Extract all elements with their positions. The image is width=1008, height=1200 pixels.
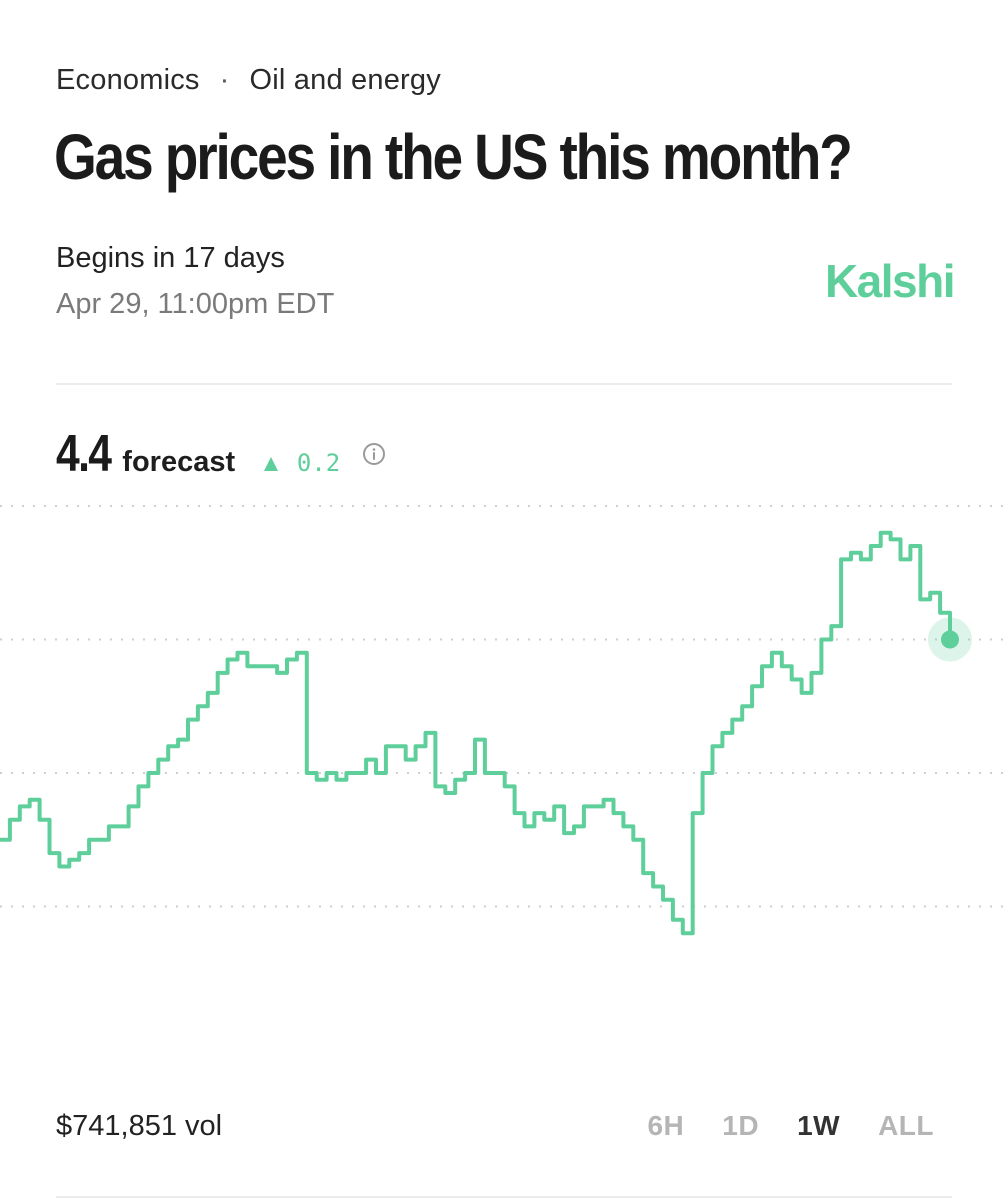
time-range-selector: 6H 1D 1W ALL xyxy=(609,1110,934,1142)
forecast-series-line xyxy=(0,530,952,936)
page-title: Gas prices in the US this month? xyxy=(54,121,853,193)
current-point-marker xyxy=(941,630,959,649)
forecast-value: 4.4 xyxy=(56,425,112,483)
volume-label: $741,851 vol xyxy=(56,1110,223,1142)
breadcrumb-separator: · xyxy=(219,64,230,96)
kalshi-logo[interactable]: Kalshi xyxy=(824,255,956,307)
begins-countdown: Begins in 17 days xyxy=(56,242,285,274)
forecast-summary: 4.4 forecast ▲ 0.2 xyxy=(56,424,386,484)
breadcrumb: Economics · Oil and energy xyxy=(56,64,441,97)
breadcrumb-subcategory[interactable]: Oil and energy xyxy=(249,64,441,96)
forecast-label: forecast xyxy=(122,446,236,478)
range-6h-button[interactable]: 6H xyxy=(647,1110,685,1141)
range-1w-button[interactable]: 1W xyxy=(797,1110,841,1141)
range-1d-button[interactable]: 1D xyxy=(722,1110,760,1141)
chart-grid xyxy=(0,505,1008,908)
info-circle-icon[interactable] xyxy=(362,442,386,466)
section-divider xyxy=(56,383,952,385)
bottom-divider xyxy=(56,1196,952,1198)
forecast-chart[interactable] xyxy=(0,490,1008,1060)
range-all-button[interactable]: ALL xyxy=(878,1110,934,1141)
event-date: Apr 29, 11:00pm EDT xyxy=(56,288,335,320)
forecast-change: 0.2 xyxy=(296,449,341,477)
up-arrow-icon: ▲ xyxy=(259,450,283,477)
breadcrumb-category[interactable]: Economics xyxy=(56,64,200,96)
